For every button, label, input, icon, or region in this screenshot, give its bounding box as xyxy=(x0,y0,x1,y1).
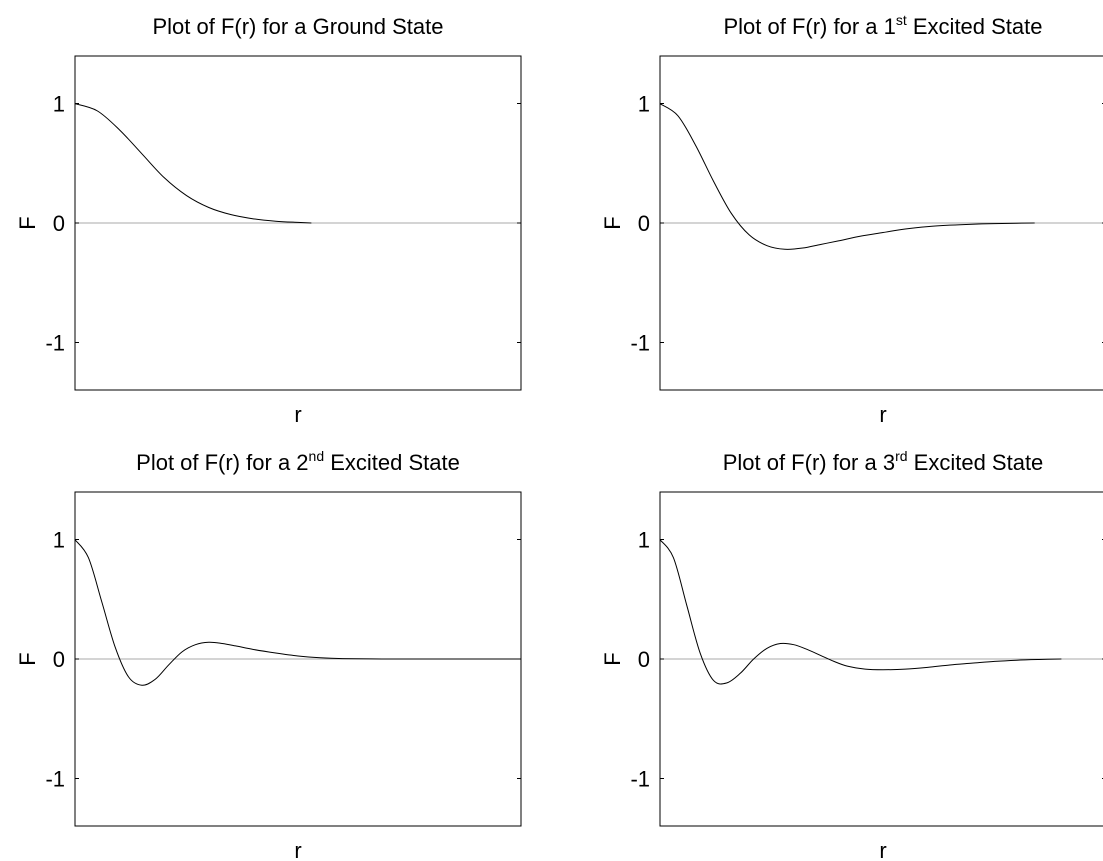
chart-title-main: Plot of F(r) for a 2 xyxy=(136,450,308,475)
chart-title-superscript: st xyxy=(896,12,907,28)
chart-title: Plot of F(r) for a 1st Excited State xyxy=(723,12,1042,39)
y-tick-label: 0 xyxy=(638,647,650,672)
x-axis-label: r xyxy=(294,402,301,427)
y-tick-label: -1 xyxy=(630,330,650,355)
y-axis-label: F xyxy=(600,652,625,665)
chart-title-superscript: nd xyxy=(309,448,325,464)
chart-title-suffix: Excited State xyxy=(908,450,1044,475)
y-tick-label: 1 xyxy=(638,528,650,553)
y-axis-label: F xyxy=(15,216,40,229)
series-line-1 xyxy=(659,103,1035,250)
chart-panel-3: Plot of F(r) for a 2nd Excited State 1 0 -1… xyxy=(15,448,522,861)
series-line-1 xyxy=(74,103,312,224)
y-axis-label: F xyxy=(600,216,625,229)
x-axis-label: r xyxy=(879,402,886,427)
series-line-1 xyxy=(659,539,1062,685)
chart-title-main: Plot of F(r) for a 3 xyxy=(723,450,895,475)
y-tick-label: 0 xyxy=(638,211,650,236)
series-line-1 xyxy=(74,539,521,686)
chart-title-superscript: rd xyxy=(895,448,907,464)
y-tick-label: 1 xyxy=(638,92,650,117)
y-tick-label: 1 xyxy=(53,528,65,553)
chart-title-suffix: Excited State xyxy=(324,450,460,475)
chart-panel-2: Plot of F(r) for a 1st Excited State 1 0 -1… xyxy=(600,12,1103,427)
chart-panel-4: Plot of F(r) for a 3rd Excited State 1 0 -1… xyxy=(600,448,1103,861)
y-tick-label: 0 xyxy=(53,647,65,672)
x-axis-label: r xyxy=(294,838,301,861)
y-axis-label: F xyxy=(15,652,40,665)
chart-title: Plot of F(r) for a Ground State xyxy=(152,14,443,39)
chart-title: Plot of F(r) for a 3rd Excited State xyxy=(723,448,1044,475)
y-tick-label: 0 xyxy=(53,211,65,236)
y-tick-label: 1 xyxy=(53,92,65,117)
chart-panel-1: Plot of F(r) for a Ground State 1 0 -1 r F xyxy=(15,14,522,427)
y-tick-label: -1 xyxy=(45,330,65,355)
chart-title-main: Plot of F(r) for a Ground State xyxy=(152,14,443,39)
chart-title: Plot of F(r) for a 2nd Excited State xyxy=(136,448,460,475)
chart-title-suffix: Excited State xyxy=(907,14,1043,39)
x-axis-label: r xyxy=(879,838,886,861)
y-tick-label: -1 xyxy=(45,766,65,791)
chart-title-main: Plot of F(r) for a 1 xyxy=(723,14,895,39)
y-tick-label: -1 xyxy=(630,766,650,791)
